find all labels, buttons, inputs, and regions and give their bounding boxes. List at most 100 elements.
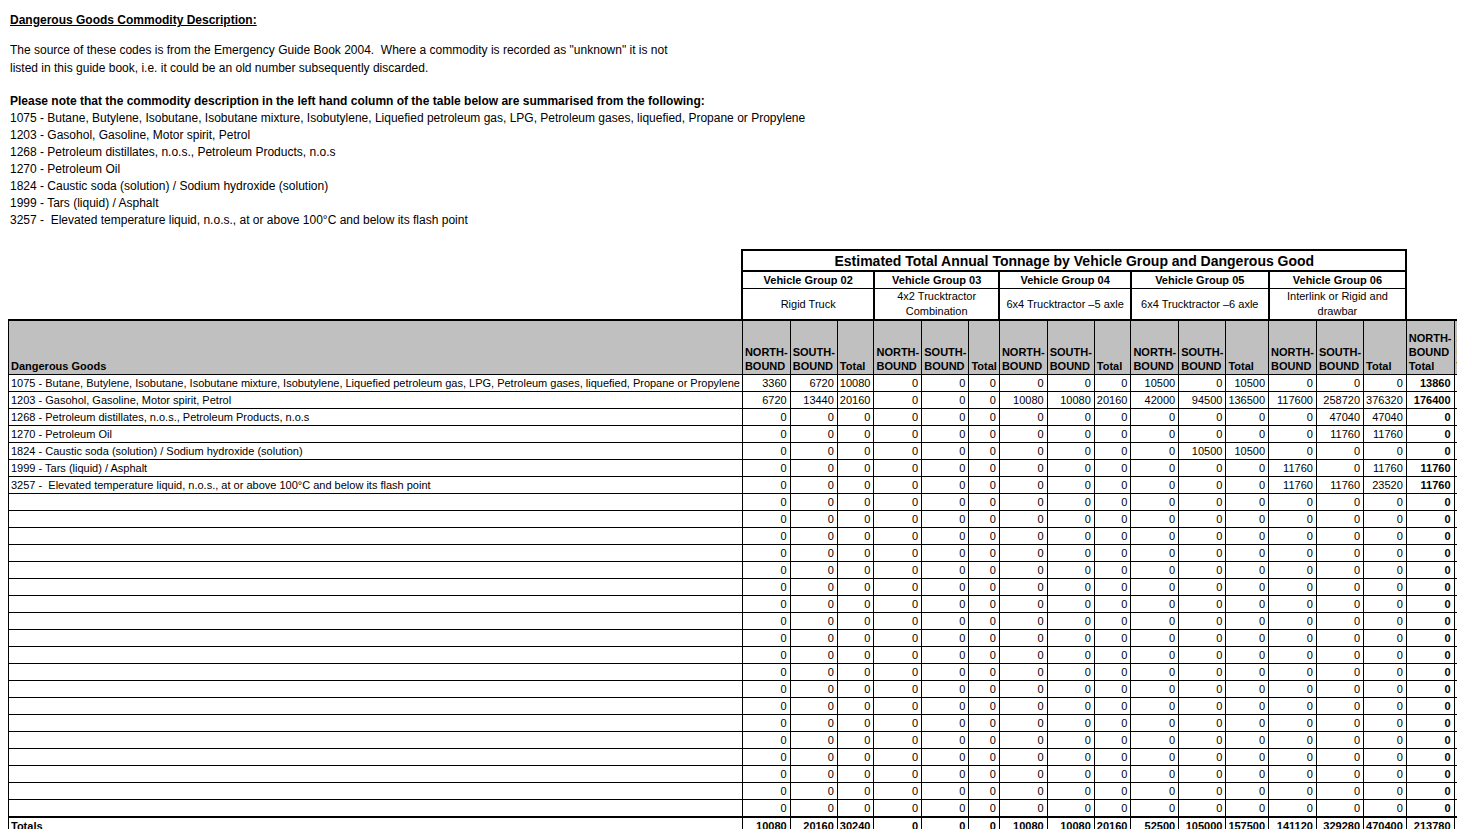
value-cell: 0 xyxy=(1316,664,1363,681)
value-cell: 0 xyxy=(922,800,969,818)
value-cell: 0 xyxy=(1269,698,1317,715)
value-cell: 0 xyxy=(742,698,790,715)
value-cell: 0 xyxy=(1094,443,1131,460)
value-cell: 0 xyxy=(1047,732,1094,749)
vehicle-group-row: Vehicle Group 02 Vehicle Group 03 Vehicl… xyxy=(9,271,1457,289)
value-cell: 0 xyxy=(922,749,969,766)
value-cell: 0 xyxy=(1226,426,1269,443)
row-label-left: 1824 - Caustic soda (solution) / Sodium … xyxy=(9,443,743,460)
value-cell: 0 xyxy=(1047,681,1094,698)
row-label-left: 1999 - Tars (liquid) / Asphalt xyxy=(9,460,743,477)
value-cell: 0 xyxy=(837,443,874,460)
value-cell: 0 xyxy=(790,494,837,511)
table-row: 1203 - Gasohol, Gasoline, Motor spirit, … xyxy=(9,392,1457,409)
value-cell: 0 xyxy=(1094,647,1131,664)
value-cell: 0 xyxy=(1094,477,1131,494)
value-cell: 0 xyxy=(874,562,922,579)
value-cell: 0 xyxy=(874,426,922,443)
value-cell: 0 xyxy=(790,545,837,562)
value-cell: 0 xyxy=(999,630,1047,647)
value-cell: 0 xyxy=(1179,460,1226,477)
value-cell: 0 xyxy=(1364,528,1407,545)
row-label-left xyxy=(9,494,743,511)
value-cell: 0 xyxy=(1226,766,1269,783)
table-row: 000000000000000000 xyxy=(9,562,1457,579)
value-cell: 0 xyxy=(874,817,922,829)
value-cell: 0 xyxy=(1179,749,1226,766)
table-row: 000000000000000000 xyxy=(9,494,1457,511)
value-cell: 6720 xyxy=(790,375,837,392)
value-cell: 0 xyxy=(1316,613,1363,630)
value-cell: 10080 xyxy=(999,392,1047,409)
value-cell: 0 xyxy=(1179,494,1226,511)
value-cell: 10500 xyxy=(1179,443,1226,460)
value-cell: 10080 xyxy=(1047,817,1094,829)
value-cell: 0 xyxy=(1269,562,1317,579)
value-cell: 0 xyxy=(742,545,790,562)
value-cell: 0 xyxy=(1131,647,1179,664)
value-cell: 0 xyxy=(969,664,999,681)
value-cell: 0 xyxy=(1047,426,1094,443)
vehicle-group-03-subtitle: 4x2 Trucktractor Combination xyxy=(874,289,999,321)
value-cell: 0 xyxy=(1131,664,1179,681)
value-cell: 0 xyxy=(1226,800,1269,818)
row-label-left: Totals xyxy=(9,817,743,829)
value-cell: 0 xyxy=(922,392,969,409)
value-cell: 0 xyxy=(790,732,837,749)
value-cell: 0 xyxy=(874,613,922,630)
g06-southbound-header: SOUTH- BOUND xyxy=(1316,320,1363,375)
value-cell: 0 xyxy=(1269,528,1317,545)
value-cell: 0 xyxy=(1269,443,1317,460)
value-cell: 0 xyxy=(1316,766,1363,783)
value-cell: 11760 xyxy=(1269,460,1317,477)
value-cell: 0 xyxy=(1179,528,1226,545)
value-cell: 0 xyxy=(837,426,874,443)
value-cell: 0 xyxy=(1094,715,1131,732)
value-cell: 0 xyxy=(1226,749,1269,766)
northbound-total-cell: 176400 xyxy=(1406,392,1454,409)
value-cell: 0 xyxy=(969,647,999,664)
value-cell: 0 xyxy=(1131,528,1179,545)
northbound-total-cell: 0 xyxy=(1406,562,1454,579)
value-cell: 0 xyxy=(999,783,1047,800)
vehicle-group-05-header: Vehicle Group 05 xyxy=(1131,271,1269,289)
northbound-total-cell: 0 xyxy=(1406,749,1454,766)
value-cell: 0 xyxy=(874,409,922,426)
value-cell: 0 xyxy=(742,562,790,579)
northbound-total-cell: 0 xyxy=(1406,426,1454,443)
code-line-1270: 1270 - Petroleum Oil xyxy=(10,161,1457,178)
table-row: 000000000000000000 xyxy=(9,715,1457,732)
column-header-row: Dangerous Goods NORTH- BOUND SOUTH- BOUN… xyxy=(9,320,1457,375)
value-cell: 0 xyxy=(874,800,922,818)
row-label-left: 1268 - Petroleum distillates, n.o.s., Pe… xyxy=(9,409,743,426)
row-label-left xyxy=(9,698,743,715)
commodity-note: Please note that the commodity descripti… xyxy=(10,93,1457,110)
northbound-total-cell: 0 xyxy=(1406,494,1454,511)
value-cell: 0 xyxy=(874,545,922,562)
value-cell: 94500 xyxy=(1179,392,1226,409)
value-cell: 0 xyxy=(742,715,790,732)
row-label-left xyxy=(9,715,743,732)
value-cell: 0 xyxy=(790,579,837,596)
code-line-1999: 1999 - Tars (liquid) / Asphalt xyxy=(10,195,1457,212)
value-cell: 10080 xyxy=(837,375,874,392)
value-cell: 0 xyxy=(742,681,790,698)
northbound-total-cell: 0 xyxy=(1406,800,1454,818)
value-cell: 0 xyxy=(969,528,999,545)
value-cell: 0 xyxy=(922,528,969,545)
value-cell: 0 xyxy=(1364,613,1407,630)
value-cell: 0 xyxy=(1094,596,1131,613)
value-cell: 47040 xyxy=(1316,409,1363,426)
value-cell: 0 xyxy=(1131,409,1179,426)
value-cell: 0 xyxy=(874,443,922,460)
northbound-total-cell: 0 xyxy=(1406,766,1454,783)
value-cell: 0 xyxy=(1131,630,1179,647)
spacer-cell xyxy=(9,289,743,321)
value-cell: 0 xyxy=(922,443,969,460)
table-body: 1075 - Butane, Butylene, Isobutane, Isob… xyxy=(9,375,1457,829)
value-cell: 0 xyxy=(790,613,837,630)
value-cell: 0 xyxy=(742,409,790,426)
value-cell: 0 xyxy=(969,596,999,613)
value-cell: 0 xyxy=(922,511,969,528)
value-cell: 0 xyxy=(1094,426,1131,443)
